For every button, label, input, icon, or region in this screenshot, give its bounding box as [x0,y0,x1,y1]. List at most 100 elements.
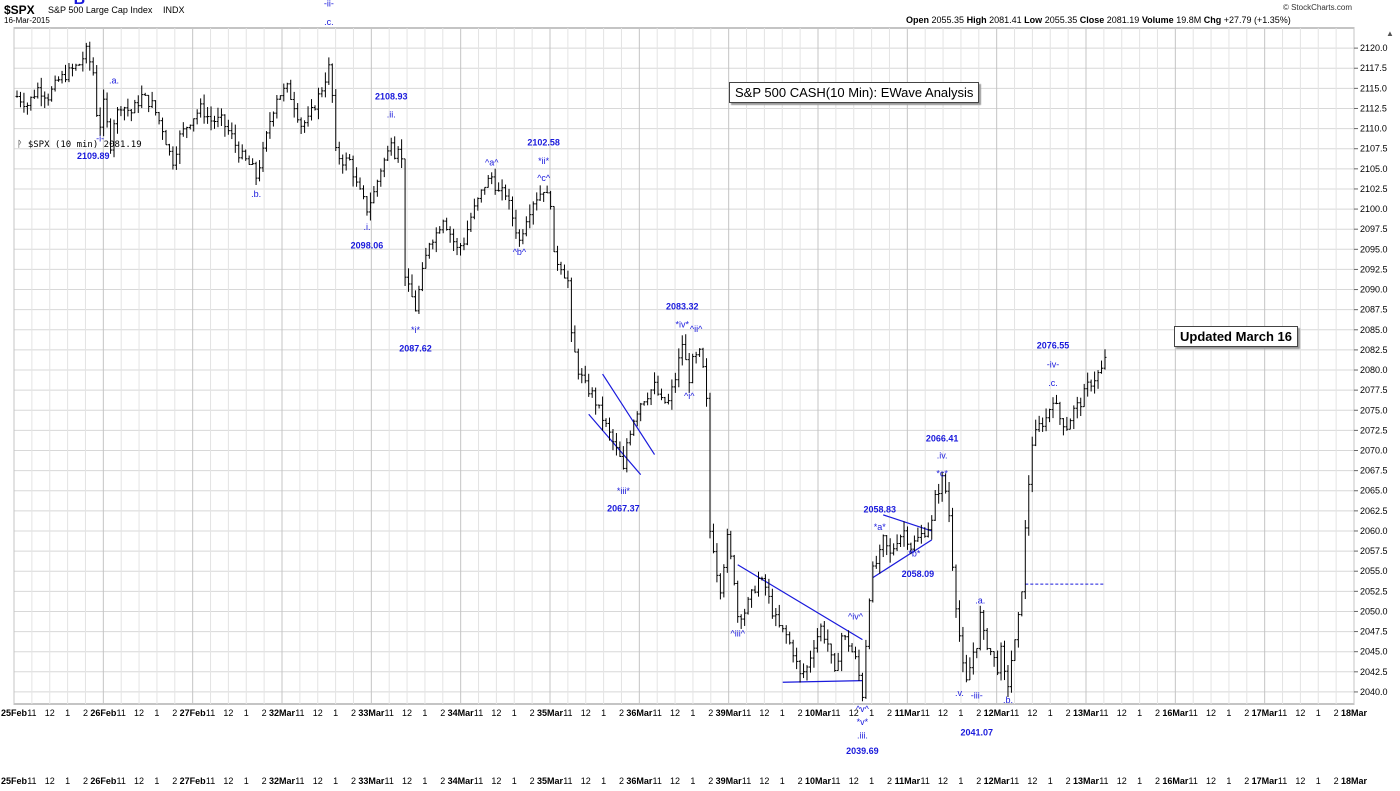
wave-label: ^v^ [856,704,870,714]
ohlc-bar [653,372,657,395]
ohlc-bar [355,167,359,187]
ohlc-bar [767,578,771,604]
ohlc-bar [275,95,279,119]
x-tick-label: 2 [1155,708,1160,718]
trendline [602,373,656,455]
ohlc-bar [968,657,972,681]
wave-label: *b* [908,549,921,559]
brand-watermark[interactable]: © StockCharts.com [1282,3,1352,12]
ohlc-bar [1041,417,1045,432]
x-tick-label: 1 [869,708,874,718]
ohlc-bar [25,102,29,115]
ohlc-bar [760,576,764,581]
x-tick-label: 2 [83,708,88,718]
x-tick-label: 39Mar [716,708,743,718]
ohlc-bar [181,122,185,137]
ohlc-bar [60,70,64,84]
x-tick-label: 11 [385,776,394,786]
ticker-symbol[interactable]: $SPX [4,3,35,17]
wave-label: ^b^ [513,247,527,257]
ohlc-bar [455,237,459,256]
y-tick-label: 2077.5 [1360,385,1388,395]
wave-label: .a. [975,595,985,605]
wave-label: ^i^ [684,391,695,401]
x-tick-label: 11 [563,776,572,786]
x-tick-label: 1 [958,776,963,786]
ohlc-bar [133,99,137,114]
ohlc-bar [379,168,383,187]
ohlc-bar [535,192,539,211]
y-tick-label: 2047.5 [1360,627,1388,637]
ohlc-bar [493,168,497,195]
ohlc-bar [597,404,601,409]
wave-label: .c. [324,17,334,27]
ohlc-bar [784,625,788,644]
x-tick-label: 11 [742,708,751,718]
y-tick-label: 2070.0 [1360,446,1388,456]
x-tick-label: 18Mar [1341,776,1368,786]
scroll-arrow-icon[interactable]: ▲ [1386,29,1394,38]
x-tick-label: 12 [134,708,144,718]
ohlc-bar [971,642,975,675]
x-tick-label: 1 [1316,776,1321,786]
index-name: S&P 500 Large Cap Index [48,5,153,15]
wave-label: -iii- [971,690,983,700]
ohlc-bar [836,652,840,671]
ohlc-bar [306,106,310,127]
ohlc-bar [944,473,948,494]
ohlc-bar [320,87,324,98]
legend-text: $SPX (10 min) 2081.19 [27,140,142,150]
x-tick-label: 2 [1155,776,1160,786]
x-tick-label: 11Mar [895,708,921,718]
plot-frame [13,27,1355,705]
high-value: 2081.41 [989,15,1022,25]
ohlc-bar [15,90,19,98]
x-tick-label: 25Feb [1,708,28,718]
wave-label: 2083.32 [666,302,699,312]
ohlc-bar [448,226,452,243]
ohlc-bar [957,600,961,642]
ohlc-bar [424,247,428,269]
x-tick-label: 12 [1206,776,1216,786]
x-tick-label: 11 [117,776,126,786]
ohlc-bar [268,112,272,139]
x-tick-label: 12 [759,776,769,786]
ohlc-bar [29,96,33,111]
ohlc-bar [43,91,47,108]
chart-date: 16-Mar-2015 [4,16,50,25]
ohlc-bar [604,418,608,428]
high-label: High [966,15,987,25]
ohlc-bar [524,216,528,237]
exchange-label: INDX [163,5,185,15]
ohlc-bar [930,515,934,540]
ohlc-bar [1079,397,1083,417]
x-tick-label: 11 [295,708,304,718]
ohlc-bar [829,643,833,664]
x-tick-label: 1 [1048,708,1053,718]
ohlc-bar [344,152,348,171]
ohlc-bar [583,365,587,384]
x-tick-label: 11 [474,708,483,718]
ohlc-bar [684,334,688,361]
ohlc-bar [902,521,906,547]
ohlc-bar [410,274,414,298]
ohlc-bar [1100,360,1104,374]
ohlc-bar [223,114,227,137]
x-tick-label: 2 [1334,708,1339,718]
x-tick-label: 26Feb [90,776,117,786]
x-tick-label: 1 [333,708,338,718]
ohlc-bar [611,429,615,451]
y-tick-label: 2085.0 [1360,325,1388,335]
x-tick-label: 11 [563,708,572,718]
ohlc-bar [1023,520,1027,600]
wave-label: *v* [857,717,869,727]
ohlc-bar [982,609,986,640]
ohlc-bar [996,650,1000,676]
ohlc-bar [781,625,785,633]
ohlc-bar [88,41,92,71]
trendline [588,413,642,476]
ohlc-bar [289,79,293,101]
ohlc-bar [646,392,650,406]
ohlc-bar [285,82,289,93]
